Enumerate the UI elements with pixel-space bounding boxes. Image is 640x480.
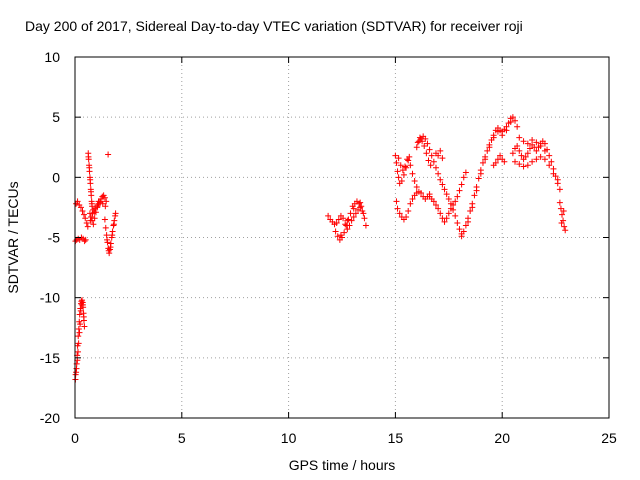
y-tick-label: -5 — [48, 230, 61, 246]
y-tick-label: -15 — [40, 350, 60, 366]
data-point — [357, 200, 363, 206]
chart-title: Day 200 of 2017, Sidereal Day-to-day VTE… — [25, 18, 523, 34]
data-point — [514, 124, 520, 130]
data-point — [454, 220, 460, 226]
data-point — [459, 182, 465, 188]
data-point — [452, 213, 458, 219]
data-point — [557, 200, 563, 206]
data-point — [73, 366, 79, 372]
y-tick-label: 0 — [52, 169, 60, 185]
data-point — [423, 150, 429, 156]
y-tick-labels: -20 -15 -10 -5 0 5 10 — [40, 49, 60, 426]
data-point — [401, 172, 407, 178]
data-point — [431, 159, 437, 165]
x-tick-label: 10 — [281, 430, 297, 446]
data-point — [111, 221, 117, 227]
y-tick-label: -20 — [40, 410, 60, 426]
data-point — [393, 198, 399, 204]
data-point — [363, 222, 369, 228]
x-tick-label: 20 — [494, 430, 510, 446]
data-point — [102, 216, 108, 222]
data-points — [72, 114, 568, 382]
data-point — [76, 330, 82, 336]
x-tick-label: 0 — [71, 430, 79, 446]
data-point — [409, 171, 415, 177]
data-point — [405, 208, 411, 214]
data-point — [90, 221, 96, 227]
y-tick-label: -10 — [40, 290, 60, 306]
data-point — [105, 151, 111, 157]
data-point — [456, 188, 462, 194]
data-point — [75, 333, 81, 339]
data-point — [562, 227, 568, 233]
data-point — [85, 224, 91, 230]
x-tick-label: 5 — [178, 430, 186, 446]
data-point — [81, 212, 87, 218]
y-tick-label: 5 — [52, 109, 60, 125]
data-point — [345, 216, 351, 222]
x-axis-label: GPS time / hours — [289, 457, 396, 473]
data-point — [79, 208, 85, 214]
data-point — [557, 186, 563, 192]
data-point — [414, 144, 420, 150]
data-point — [76, 326, 82, 332]
data-point — [516, 135, 522, 141]
data-point — [361, 215, 367, 221]
data-point — [427, 147, 433, 153]
data-point — [435, 171, 441, 177]
data-point — [75, 349, 81, 355]
data-point — [343, 222, 349, 228]
data-point — [546, 153, 552, 159]
y-tick-label: 10 — [44, 49, 60, 65]
x-tick-label: 15 — [388, 430, 404, 446]
x-tick-labels: 0 5 10 15 20 25 — [71, 430, 617, 446]
y-axis-label: SDTVAR / TECUs — [5, 181, 21, 293]
data-point — [103, 225, 109, 231]
x-tick-label: 25 — [601, 430, 617, 446]
data-point — [396, 174, 402, 180]
data-point — [433, 165, 439, 171]
data-point — [88, 214, 94, 220]
data-point — [412, 178, 418, 184]
data-point — [348, 210, 354, 216]
data-point — [525, 162, 531, 168]
data-point — [82, 215, 88, 221]
